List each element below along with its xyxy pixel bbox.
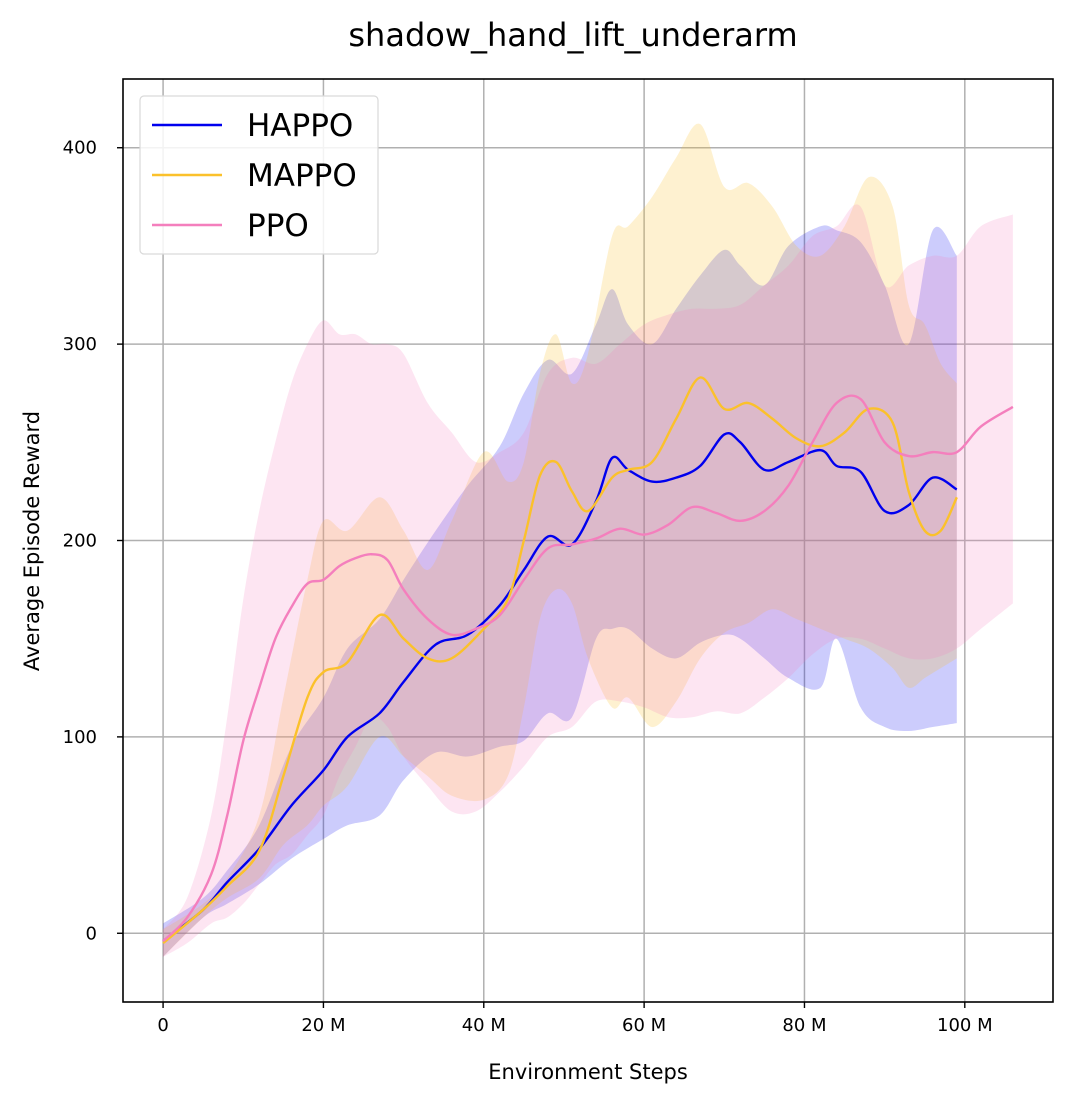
chart-title: shadow_hand_lift_underarm	[348, 16, 797, 54]
x-tick-label: 20 M	[301, 1015, 345, 1036]
legend-label-happo: HAPPO	[247, 108, 353, 144]
legend-box	[139, 95, 379, 255]
band-ppo	[163, 204, 1013, 957]
x-axis-ticks: 0 20 M 40 M 60 M 80 M 100 M	[157, 1002, 993, 1036]
x-axis-title: Environment Steps	[488, 1060, 688, 1084]
y-tick-label: 100	[63, 727, 97, 748]
legend: HAPPO MAPPO PPO	[139, 95, 379, 255]
legend-label-ppo: PPO	[247, 208, 309, 244]
y-tick-label: 0	[86, 923, 97, 944]
x-tick-label: 100 M	[937, 1015, 993, 1036]
x-tick-label: 0	[157, 1015, 168, 1036]
y-axis-title: Average Episode Reward	[20, 411, 44, 671]
series-lines	[162, 376, 1014, 945]
y-tick-label: 400	[63, 138, 97, 159]
line-mappo	[162, 376, 958, 945]
x-tick-label: 40 M	[462, 1015, 506, 1036]
line-ppo	[162, 394, 1014, 942]
y-axis-ticks: 0 100 200 300 400	[63, 138, 123, 944]
y-tick-label: 300	[63, 334, 97, 355]
x-tick-label: 60 M	[622, 1015, 666, 1036]
line-happo	[162, 432, 958, 943]
y-tick-label: 200	[63, 531, 97, 552]
x-tick-label: 80 M	[782, 1015, 826, 1036]
legend-label-mappo: MAPPO	[247, 158, 357, 194]
